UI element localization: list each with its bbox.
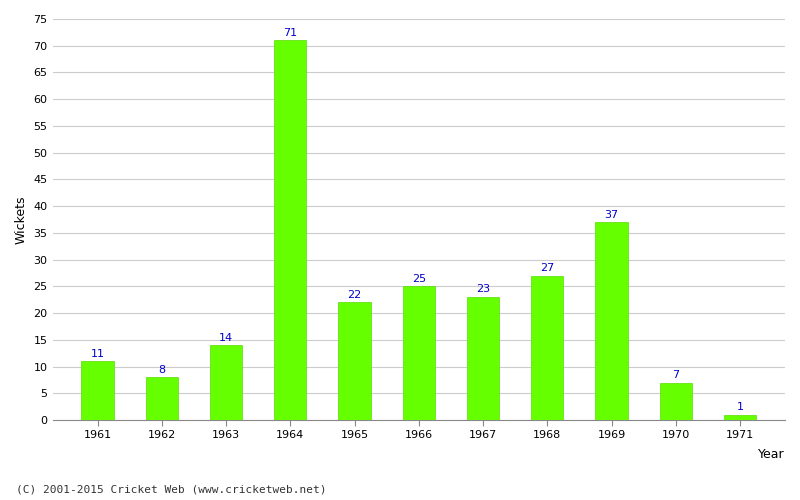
Text: 37: 37 [605, 210, 618, 220]
Y-axis label: Wickets: Wickets [15, 196, 28, 244]
Bar [146, 378, 178, 420]
Text: 71: 71 [283, 28, 298, 38]
Text: 22: 22 [347, 290, 362, 300]
Text: Year: Year [758, 448, 785, 461]
Bar [531, 276, 563, 420]
Text: 11: 11 [90, 348, 105, 358]
Bar [274, 40, 306, 420]
Text: (C) 2001-2015 Cricket Web (www.cricketweb.net): (C) 2001-2015 Cricket Web (www.cricketwe… [16, 485, 326, 495]
Text: 25: 25 [412, 274, 426, 283]
Bar [82, 361, 114, 420]
Text: 1: 1 [737, 402, 743, 412]
Text: 8: 8 [158, 364, 166, 374]
Bar [338, 302, 370, 420]
Bar [210, 345, 242, 420]
Bar [402, 286, 435, 420]
Bar [467, 297, 499, 420]
Text: 7: 7 [672, 370, 679, 380]
Bar [724, 414, 756, 420]
Text: 27: 27 [540, 263, 554, 273]
Text: 14: 14 [219, 332, 233, 342]
Bar [660, 382, 692, 420]
Text: 23: 23 [476, 284, 490, 294]
Bar [595, 222, 627, 420]
